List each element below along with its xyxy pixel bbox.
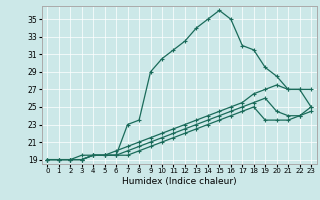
X-axis label: Humidex (Indice chaleur): Humidex (Indice chaleur) bbox=[122, 177, 236, 186]
